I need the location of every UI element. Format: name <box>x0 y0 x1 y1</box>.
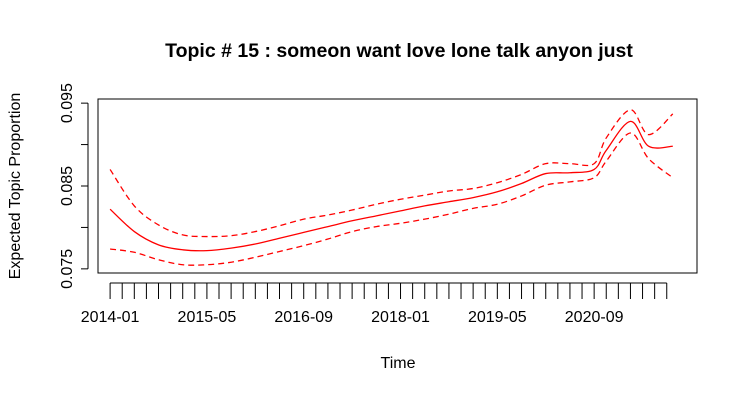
y-axis: 0.075 0.085 0.095 <box>59 83 89 289</box>
series-line-interval-1 <box>109 109 674 238</box>
y-tick-label: 0.085 <box>59 166 76 206</box>
x-tick-label: 2016-09 <box>274 309 333 326</box>
chart-title: Topic # 15 : someon want love lone talk … <box>165 40 633 62</box>
y-tick-label: 0.095 <box>59 83 76 123</box>
y-axis-label: Expected Topic Proportion <box>7 93 24 279</box>
x-axis: 2014-01 2015-05 2016-09 2018-01 2019-05 2020-… <box>81 282 668 326</box>
x-tick-label: 2018-01 <box>371 309 430 326</box>
x-axis-label: Time <box>381 355 416 372</box>
plot-area <box>109 109 674 266</box>
x-tick-label: 2014-01 <box>81 309 140 326</box>
y-tick-label: 0.075 <box>59 249 76 289</box>
x-tick-label: 2019-05 <box>468 309 527 326</box>
series-line-estimate <box>109 120 673 252</box>
x-tick-label: 2015-05 <box>178 309 237 326</box>
plot-frame <box>97 98 698 274</box>
x-tick-label: 2020-09 <box>565 309 624 326</box>
series-line-interval-2 <box>110 132 674 266</box>
